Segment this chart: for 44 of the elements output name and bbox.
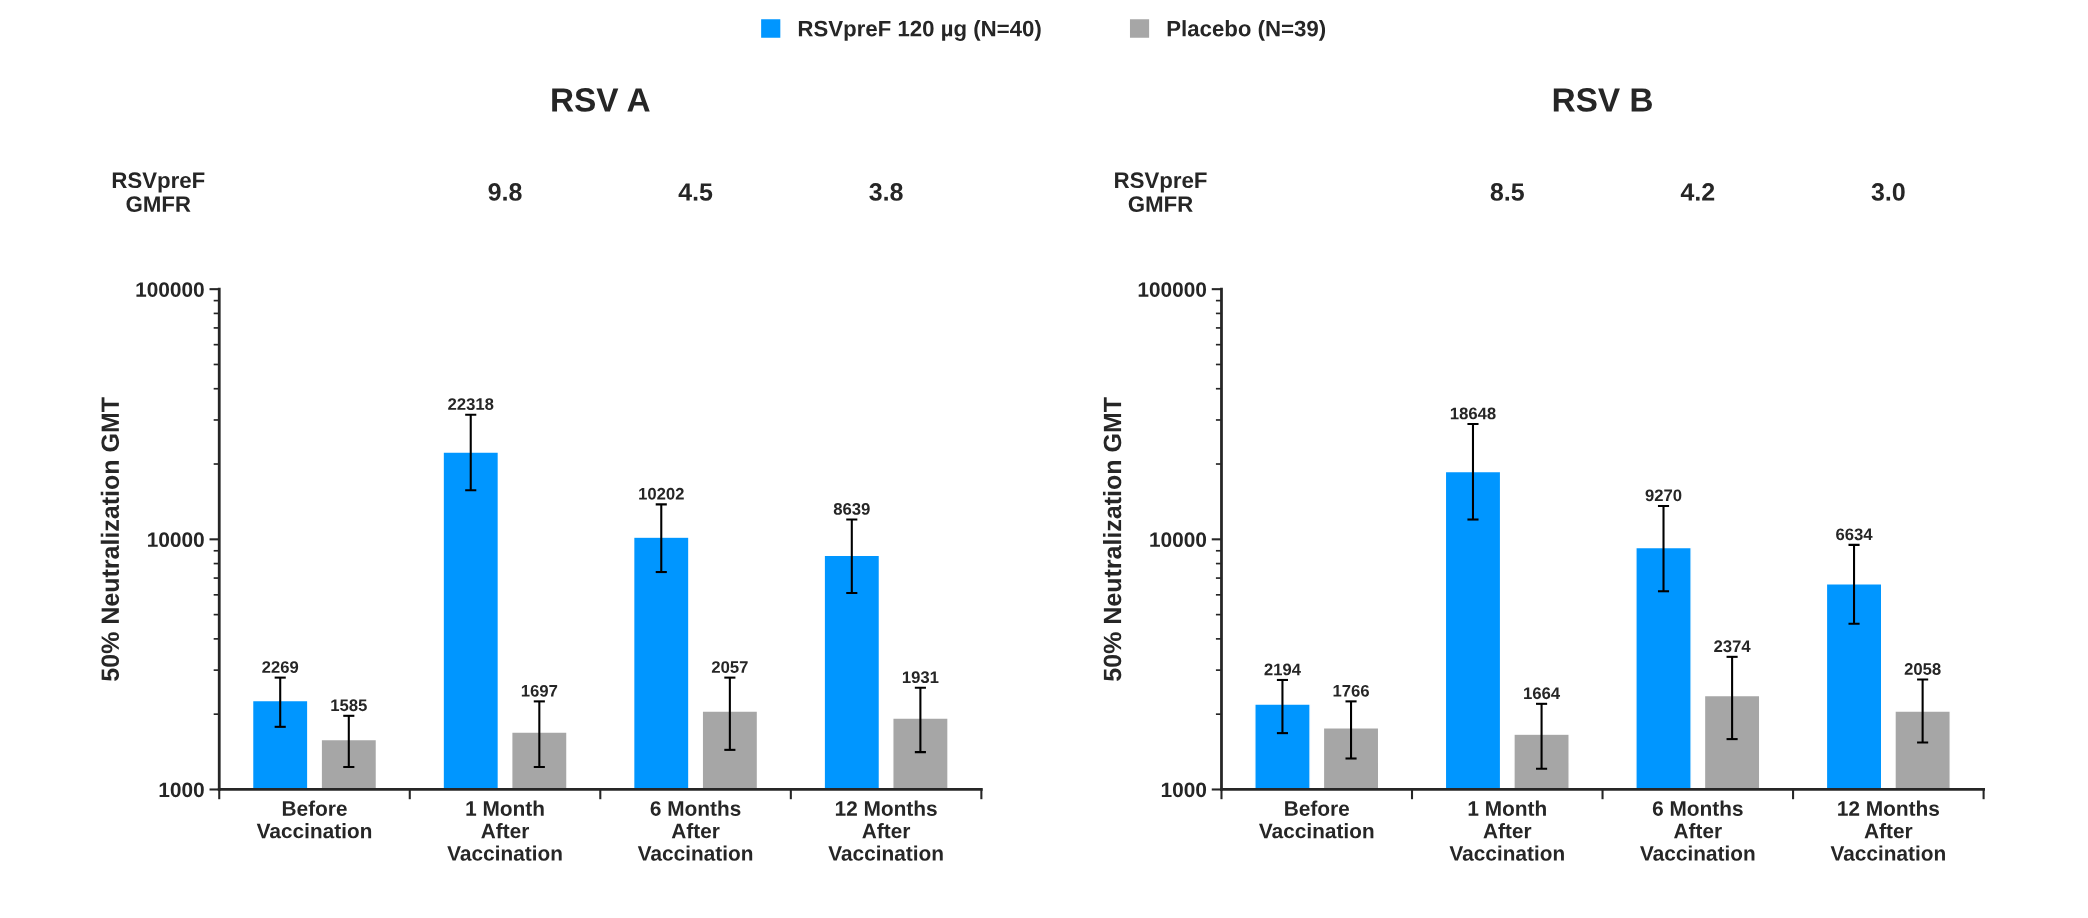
data-label: 2057	[711, 661, 748, 673]
data-label: 10202	[639, 487, 684, 500]
text: 8.5	[1490, 183, 1524, 201]
x-tick-label: 6 Months After Vaccination	[637, 800, 753, 861]
y-tick-label: 10000	[1150, 532, 1207, 548]
y-tick-label: 100000	[136, 282, 204, 297]
text: 9.8	[488, 183, 522, 201]
y-axis-title: 50% Neutralization GMT	[1102, 397, 1122, 681]
x-tick-label: 1 Month After Vaccination	[447, 800, 562, 861]
text: RSVpreF GMFR	[1115, 172, 1207, 213]
legend-label: RSVpreF 120 µg (N=40)	[798, 20, 1041, 41]
data-label: 1664	[1524, 687, 1561, 700]
data-label: 2194	[1264, 663, 1301, 676]
text: 4.5	[678, 183, 713, 201]
data-label: 1766	[1333, 684, 1369, 697]
text: RSVpreF GMFR	[112, 172, 205, 213]
chart-title: RSV A	[552, 88, 650, 112]
data-label: 22318	[448, 398, 494, 411]
data-label: 18648	[1450, 407, 1496, 420]
y-tick-label: 100000	[1138, 282, 1207, 297]
data-label: 8639	[833, 503, 870, 515]
x-tick-label: 12 Months After Vaccination	[1830, 800, 1945, 861]
y-tick-label: 10000	[148, 532, 204, 548]
data-label: 1585	[331, 699, 367, 712]
text: 4.2	[1680, 183, 1715, 201]
x-tick-label: 1 Month After Vaccination	[1449, 800, 1564, 861]
data-label: 1931	[902, 671, 939, 684]
x-tick-label: 6 Months After Vaccination	[1640, 800, 1755, 861]
data-label: 1697	[521, 684, 558, 697]
chart-title: RSV B	[1553, 88, 1652, 112]
data-label: 6634	[1836, 528, 1873, 541]
text: 3.8	[869, 183, 903, 201]
data-label: 2374	[1714, 640, 1751, 653]
y-tick-label: 1000	[159, 782, 204, 798]
x-tick-label: 12 Months After Vaccination	[828, 800, 943, 861]
data-label: 2058	[1904, 663, 1941, 675]
legend-label: Placebo (N=39)	[1167, 20, 1326, 41]
y-tick-label: 1000	[1161, 782, 1207, 798]
data-label: 9270	[1645, 489, 1682, 502]
x-tick-label: Before Vaccination	[1259, 800, 1374, 839]
x-tick-label: Before Vaccination	[256, 800, 372, 839]
y-axis-title: 50% Neutralization GMT	[100, 397, 120, 681]
text: 3.0	[1871, 183, 1905, 201]
data-label: 2269	[262, 661, 299, 673]
